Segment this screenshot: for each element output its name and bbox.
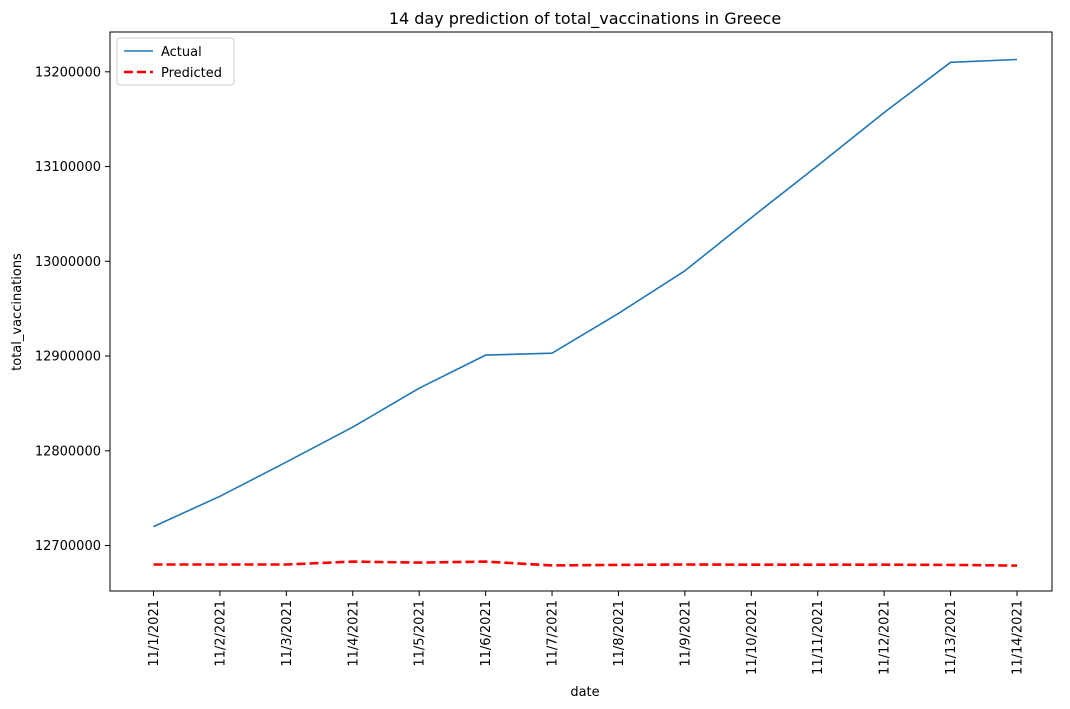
y-axis-label: total_vaccinations bbox=[10, 253, 25, 371]
x-tick-label: 11/10/2021 bbox=[745, 600, 760, 675]
y-axis: 12700000 12800000 12900000 13000000 13100000… bbox=[35, 65, 110, 554]
axes-frame bbox=[109, 31, 1053, 592]
y-tick-label: 12900000 bbox=[35, 350, 101, 365]
y-tick-label: 13100000 bbox=[35, 160, 101, 175]
y-tick-label: 13200000 bbox=[35, 65, 101, 80]
x-tick-label: 11/7/2021 bbox=[546, 600, 561, 667]
x-tick-label: 11/4/2021 bbox=[346, 600, 361, 667]
y-tick-label: 12800000 bbox=[35, 444, 101, 459]
x-tick-label: 11/9/2021 bbox=[678, 600, 693, 667]
x-tick-label: 11/8/2021 bbox=[612, 600, 627, 667]
x-tick-label: 11/13/2021 bbox=[944, 600, 959, 675]
legend-label-predicted: Predicted bbox=[161, 66, 222, 81]
series-line-predicted bbox=[153, 560, 1018, 567]
y-tick-label: 12700000 bbox=[35, 539, 101, 554]
x-axis: 11/1/2021 11/2/2021 11/3/2021 11/4/2021 11/5… bbox=[147, 591, 1026, 675]
chart-title: 14 day prediction of total_vaccinations … bbox=[389, 9, 781, 29]
plot-area bbox=[109, 31, 1053, 592]
x-tick-label: 11/1/2021 bbox=[147, 600, 162, 667]
legend: Actual Predicted bbox=[116, 37, 235, 86]
x-axis-label: date bbox=[570, 685, 599, 700]
x-tick-label: 11/14/2021 bbox=[1011, 600, 1026, 675]
y-tick-label: 13000000 bbox=[35, 255, 101, 270]
x-tick-label: 11/12/2021 bbox=[878, 600, 893, 675]
x-tick-label: 11/11/2021 bbox=[811, 600, 826, 675]
x-tick-label: 11/2/2021 bbox=[213, 600, 228, 667]
series-line-actual bbox=[153, 58, 1018, 528]
legend-box bbox=[116, 37, 235, 86]
x-tick-label: 11/6/2021 bbox=[479, 600, 494, 667]
legend-label-actual: Actual bbox=[161, 45, 202, 60]
x-tick-label: 11/5/2021 bbox=[413, 600, 428, 667]
x-tick-label: 11/3/2021 bbox=[280, 600, 295, 667]
